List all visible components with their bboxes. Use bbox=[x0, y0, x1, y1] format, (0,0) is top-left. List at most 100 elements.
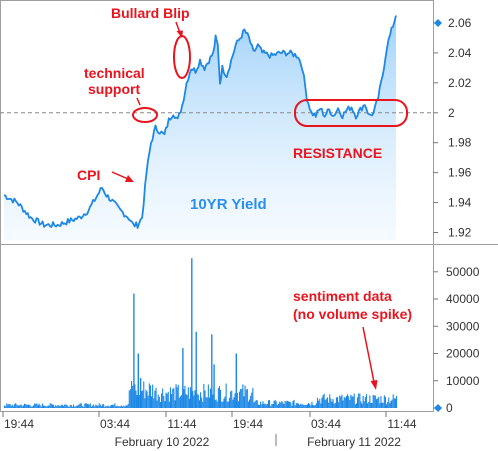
volume-bar bbox=[396, 395, 398, 408]
volume-bar bbox=[58, 405, 60, 408]
volume-bar bbox=[393, 398, 395, 408]
volume-bar bbox=[310, 405, 312, 408]
volume-bar bbox=[95, 404, 97, 408]
volume-bar bbox=[259, 404, 261, 408]
volume-spike-bar bbox=[211, 334, 213, 408]
volume-bar bbox=[236, 392, 238, 408]
volume-bar bbox=[221, 401, 223, 408]
volume-bar bbox=[217, 388, 219, 408]
volume-bar bbox=[206, 397, 208, 408]
volume-bar bbox=[294, 405, 296, 408]
volume-bar bbox=[352, 396, 354, 408]
volume-bar bbox=[108, 406, 110, 408]
volume-bar bbox=[151, 396, 153, 408]
volume-bar bbox=[93, 404, 95, 408]
volume-bar bbox=[263, 403, 265, 408]
volume-bar bbox=[229, 397, 231, 408]
volume-bar bbox=[245, 389, 247, 408]
volume-bar bbox=[177, 384, 179, 408]
volume-bar bbox=[131, 381, 133, 408]
box-resistance bbox=[294, 99, 408, 127]
volume-bar bbox=[19, 404, 21, 408]
volume-bar bbox=[31, 406, 33, 408]
volume-bar bbox=[349, 399, 351, 408]
volume-bar bbox=[67, 406, 69, 408]
volume-bar bbox=[315, 403, 317, 408]
volume-bar bbox=[125, 405, 127, 408]
volume-bar bbox=[90, 406, 92, 408]
volume-bar bbox=[97, 405, 99, 408]
volume-bar bbox=[329, 394, 331, 408]
volume-bar bbox=[45, 405, 47, 408]
volume-bar bbox=[234, 393, 236, 408]
volume-bar bbox=[339, 395, 341, 408]
volume-bar bbox=[181, 394, 183, 408]
volume-bar bbox=[197, 394, 199, 408]
volume-bar bbox=[55, 405, 57, 408]
lower-y-tick-label: 40000 bbox=[446, 292, 480, 306]
volume-bar bbox=[272, 404, 274, 408]
volume-bar bbox=[201, 397, 203, 408]
volume-bar bbox=[157, 394, 159, 408]
volume-bar bbox=[193, 395, 195, 408]
volume-bar bbox=[141, 391, 143, 408]
volume-bar bbox=[244, 385, 246, 408]
volume-bar bbox=[355, 403, 357, 408]
volume-bar bbox=[333, 403, 335, 408]
volume-bar bbox=[116, 405, 118, 408]
volume-spike-bar bbox=[133, 293, 135, 408]
upper-y-tick-label: 2.06 bbox=[448, 16, 472, 30]
volume-bar bbox=[379, 403, 381, 408]
volume-bar bbox=[293, 399, 295, 408]
volume-bar bbox=[270, 405, 272, 408]
volume-bar bbox=[264, 403, 266, 408]
volume-bar bbox=[295, 403, 297, 408]
volume-bar bbox=[87, 404, 89, 408]
volume-bar bbox=[334, 402, 336, 408]
volume-bar bbox=[146, 391, 148, 408]
volume-bar bbox=[220, 389, 222, 408]
volume-bar bbox=[88, 404, 90, 408]
x-tick-label: 11:44 bbox=[167, 417, 196, 431]
volume-bar bbox=[135, 390, 137, 408]
volume-bar bbox=[371, 403, 373, 408]
volume-bar bbox=[25, 404, 27, 408]
volume-bar bbox=[129, 389, 131, 408]
volume-bar bbox=[77, 405, 79, 408]
volume-bar bbox=[51, 404, 53, 408]
volume-bar bbox=[34, 403, 36, 408]
volume-bar bbox=[115, 406, 117, 408]
volume-bar bbox=[122, 406, 124, 408]
volume-bar bbox=[271, 404, 273, 408]
volume-bar bbox=[222, 401, 224, 408]
annotation-technical-support-1: technical bbox=[84, 65, 145, 81]
arrow-sentiment bbox=[362, 326, 375, 383]
volume-bar bbox=[292, 401, 294, 408]
lower-y-tick-label: 50000 bbox=[446, 265, 480, 279]
volume-bar bbox=[363, 401, 365, 408]
volume-bar bbox=[389, 403, 391, 408]
volume-bar bbox=[92, 405, 94, 408]
volume-bar bbox=[224, 396, 226, 408]
volume-bar bbox=[54, 406, 56, 408]
volume-bar bbox=[387, 402, 389, 408]
volume-bar bbox=[153, 398, 155, 408]
volume-bar bbox=[57, 405, 59, 408]
volume-bar bbox=[105, 405, 107, 408]
volume-bar bbox=[43, 405, 45, 408]
volume-bar bbox=[328, 402, 330, 408]
volume-bar bbox=[185, 394, 187, 408]
volume-bar bbox=[44, 405, 46, 408]
volume-bar bbox=[127, 403, 129, 408]
volume-bar bbox=[117, 406, 119, 408]
volume-bar bbox=[184, 385, 186, 408]
volume-bar bbox=[98, 403, 100, 408]
volume-bar bbox=[274, 399, 276, 408]
volume-bar bbox=[40, 406, 42, 408]
volume-bar bbox=[327, 397, 329, 408]
volume-bar bbox=[273, 400, 275, 408]
volume-bar bbox=[214, 400, 216, 408]
volume-bar bbox=[301, 404, 303, 408]
annotation-sentiment-data-2: (no volume spike) bbox=[293, 306, 412, 322]
